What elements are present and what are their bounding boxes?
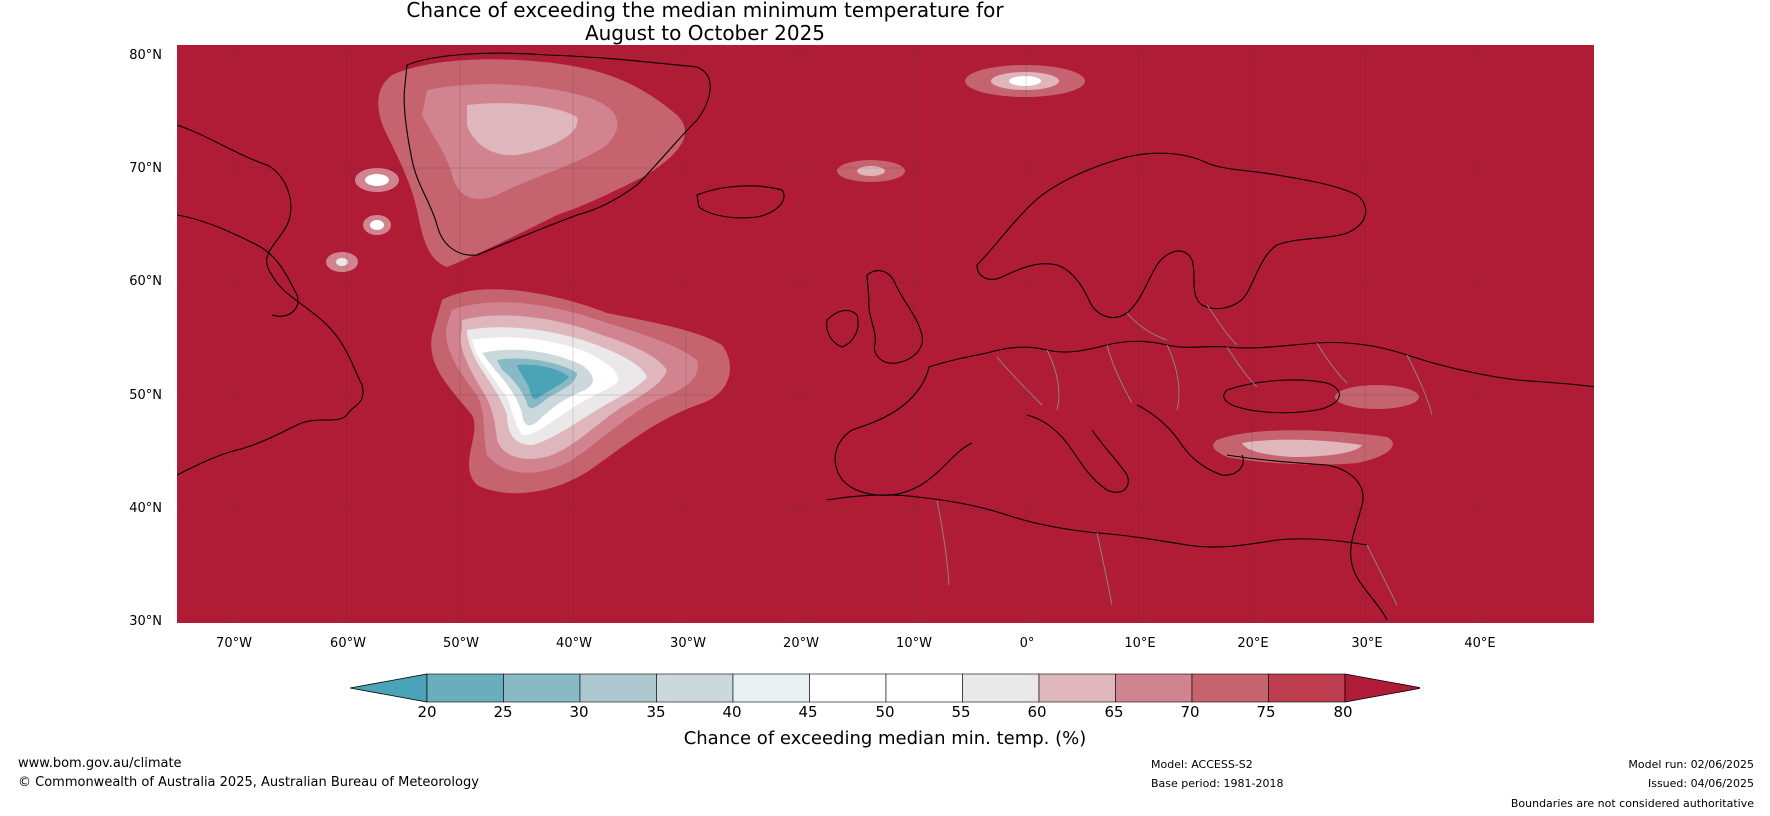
- graticule: [177, 45, 1594, 623]
- north-atlantic-cold-anomaly: [431, 289, 730, 494]
- caspian-cold-band: [1335, 385, 1419, 409]
- colorbar-segment: [426, 673, 504, 703]
- lon-label-0: 0°: [1019, 636, 1035, 651]
- lon-label-10e: 10°E: [1124, 636, 1156, 651]
- colorbar-tick-60: 60: [1027, 703, 1047, 721]
- colorbar-tick-40: 40: [722, 703, 742, 721]
- map-title-line-1: Chance of exceeding the median minimum t…: [406, 0, 1004, 22]
- lat-label-50n: 50°N: [129, 388, 162, 403]
- colorbar-segment: [1191, 673, 1269, 703]
- lon-label-70w: 70°W: [216, 636, 252, 651]
- base-period: Base period: 1981-2018: [1151, 777, 1284, 790]
- lon-label-40e: 40°E: [1464, 636, 1496, 651]
- lon-label-30e: 30°E: [1351, 636, 1383, 651]
- colorbar-segment: [885, 673, 963, 703]
- colorbar-segment: [579, 673, 657, 703]
- colorbar-segment: [1038, 673, 1116, 703]
- colorbar-segment: [962, 673, 1040, 703]
- lat-label-70n: 70°N: [129, 161, 162, 176]
- map-title-line-2: August to October 2025: [584, 21, 826, 45]
- colorbar-tick-30: 30: [569, 703, 589, 721]
- colorbar-segment: [1268, 673, 1346, 703]
- bom-website: www.bom.gov.au/climate: [18, 756, 182, 771]
- lat-label-30n: 30°N: [129, 614, 162, 629]
- colorbar-segment: [503, 673, 581, 703]
- colorbar-tick-50: 50: [875, 703, 895, 721]
- lon-label-60w: 60°W: [330, 636, 366, 651]
- forecast-map: [177, 45, 1594, 623]
- colorbar: [350, 673, 1420, 703]
- colorbar-segment: [656, 673, 734, 703]
- colorbar-tick-45: 45: [798, 703, 818, 721]
- greenland-probability-contours: [378, 59, 686, 267]
- lon-label-20e: 20°E: [1237, 636, 1269, 651]
- model-name: Model: ACCESS-S2: [1151, 758, 1253, 771]
- colorbar-tick-20: 20: [417, 703, 437, 721]
- colorbar-tick-35: 35: [646, 703, 666, 721]
- colorbar-tick-75: 75: [1256, 703, 1276, 721]
- colorbar-extend-high: [1344, 673, 1420, 703]
- copyright-notice: © Commonwealth of Australia 2025, Austra…: [18, 775, 479, 790]
- colorbar-tick-55: 55: [951, 703, 971, 721]
- lon-label-40w: 40°W: [556, 636, 592, 651]
- colorbar-segment: [809, 673, 887, 703]
- colorbar-extend-low: [350, 673, 428, 703]
- colorbar-segment: [732, 673, 810, 703]
- issued-date: Issued: 04/06/2025: [1647, 777, 1754, 790]
- lon-label-50w: 50°W: [443, 636, 479, 651]
- lon-label-10w: 10°W: [896, 636, 932, 651]
- colorbar-segment: [1115, 673, 1193, 703]
- boundaries-disclaimer: Boundaries are not considered authoritat…: [1510, 797, 1754, 810]
- colorbar-tick-80: 80: [1333, 703, 1353, 721]
- lat-label-80n: 80°N: [129, 48, 162, 63]
- colorbar-tick-25: 25: [493, 703, 513, 721]
- colorbar-label: Chance of exceeding median min. temp. (%…: [683, 728, 1087, 749]
- lon-label-30w: 30°W: [670, 636, 706, 651]
- lat-label-60n: 60°N: [129, 274, 162, 289]
- colorbar-tick-65: 65: [1104, 703, 1124, 721]
- lat-label-40n: 40°N: [129, 501, 162, 516]
- lon-label-20w: 20°W: [783, 636, 819, 651]
- model-run-date: Model run: 02/06/2025: [1628, 758, 1754, 771]
- country-borders: [936, 304, 1433, 606]
- colorbar-tick-70: 70: [1180, 703, 1200, 721]
